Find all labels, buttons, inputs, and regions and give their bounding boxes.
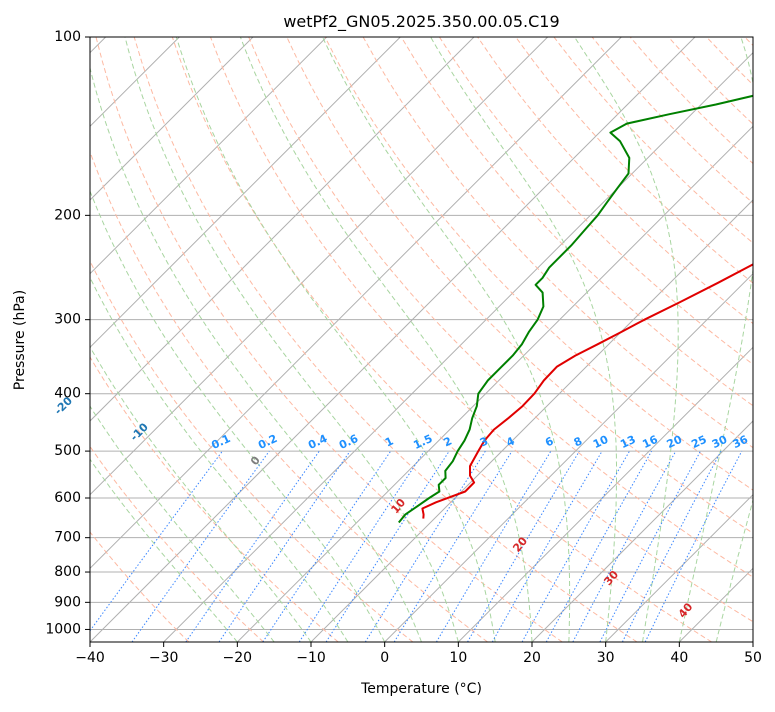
x-tick-label: −20 [223,650,253,666]
y-tick-label: 1000 [45,621,81,637]
x-tick-label: 20 [523,650,541,666]
y-tick-label: 600 [54,490,81,506]
x-tick-label: 0 [380,650,389,666]
x-tick-label: 50 [744,650,762,666]
y-tick-label: 200 [54,207,81,223]
y-tick-label: 300 [54,312,81,328]
y-tick-label: 500 [54,443,81,459]
x-tick-label: −30 [149,650,179,666]
y-tick-label: 100 [54,29,81,45]
x-tick-label: 30 [597,650,615,666]
x-axis-label: Temperature (°C) [360,681,482,697]
x-tick-label: 10 [449,650,467,666]
chart-title: wetPf2_GN05.2025.350.00.05.C19 [283,12,559,32]
y-tick-label: 900 [54,594,81,610]
x-tick-label: −10 [296,650,326,666]
y-tick-label: 400 [54,386,81,402]
x-tick-label: 40 [670,650,688,666]
y-tick-label: 800 [54,564,81,580]
x-tick-label: −40 [75,650,105,666]
y-tick-label: 700 [54,530,81,546]
y-axis-label: Pressure (hPa) [12,290,28,390]
